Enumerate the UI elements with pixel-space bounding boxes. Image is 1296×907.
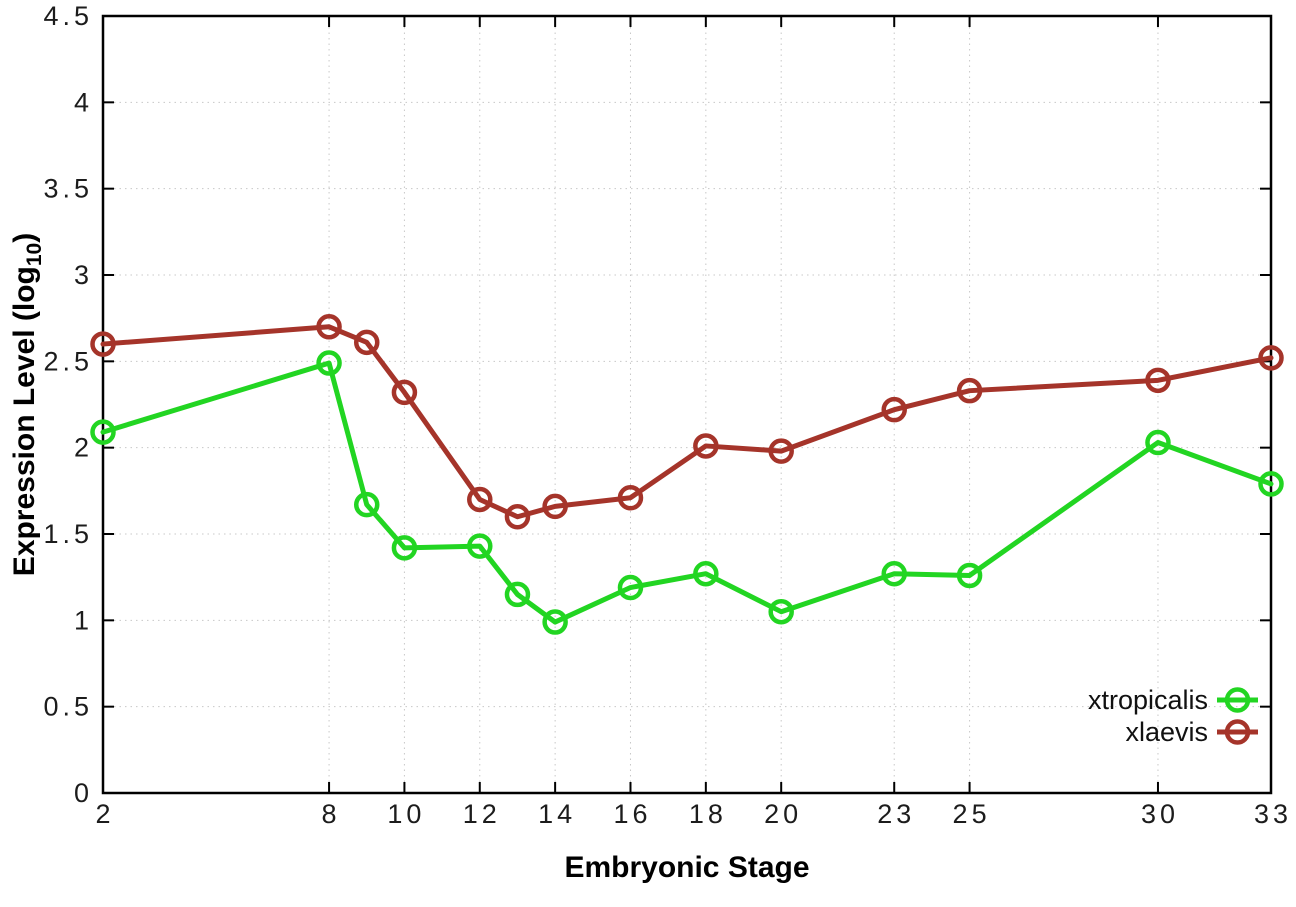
y-tick-label: 3 bbox=[74, 260, 93, 290]
x-tick-label: 2 bbox=[95, 799, 114, 829]
y-tick-label: 2 bbox=[74, 433, 93, 463]
data-point-xtropicalis bbox=[391, 535, 418, 561]
data-point-xlaevis bbox=[391, 379, 418, 406]
x-tick-label: 16 bbox=[613, 799, 651, 829]
data-point-xlaevis bbox=[1145, 367, 1171, 394]
legend-marker-xlaevis bbox=[1224, 719, 1251, 745]
plot-border bbox=[101, 14, 1273, 795]
y-tick-label: 3.5 bbox=[43, 174, 93, 204]
data-point-xlaevis bbox=[617, 484, 644, 511]
data-point-xlaevis bbox=[316, 314, 342, 340]
data-point-xlaevis bbox=[881, 396, 907, 423]
data-point-xtropicalis bbox=[956, 562, 983, 589]
data-point-xtropicalis bbox=[90, 419, 116, 445]
data-point-xtropicalis bbox=[881, 560, 907, 587]
x-tick-label: 25 bbox=[953, 799, 991, 829]
y-axis-title: Expression Level (log10) bbox=[8, 233, 46, 576]
x-tick-label: 23 bbox=[877, 799, 915, 829]
data-point-xlaevis bbox=[1258, 345, 1284, 371]
x-tick-label: 10 bbox=[387, 799, 425, 829]
legend-marker-xtropicalis bbox=[1224, 687, 1251, 713]
data-point-xtropicalis bbox=[617, 574, 644, 601]
y-tick-label: 1.5 bbox=[43, 519, 93, 549]
data-point-xtropicalis bbox=[1145, 429, 1171, 456]
y-tick-label: 4.5 bbox=[43, 1, 93, 31]
x-tick-label: 33 bbox=[1254, 799, 1292, 829]
data-point-xlaevis bbox=[467, 486, 493, 513]
y-tick-label: 4 bbox=[74, 87, 93, 117]
x-tick-label: 12 bbox=[463, 799, 501, 829]
y-tick-label: 0.5 bbox=[43, 692, 93, 722]
legend-label-xtropicalis: xtropicalis bbox=[1088, 685, 1208, 715]
series-line-xtropicalis bbox=[100, 360, 1274, 625]
data-point-xlaevis bbox=[693, 433, 719, 459]
data-point-xtropicalis bbox=[693, 560, 719, 587]
data-point-xtropicalis bbox=[542, 609, 568, 635]
y-tick-label: 0 bbox=[74, 778, 93, 808]
data-point-xtropicalis bbox=[316, 350, 342, 376]
data-point-xtropicalis bbox=[768, 598, 794, 625]
y-tick-label: 1 bbox=[74, 605, 93, 635]
x-tick-label: 8 bbox=[322, 799, 341, 829]
x-tick-label: 20 bbox=[764, 799, 802, 829]
data-point-xlaevis bbox=[504, 503, 531, 530]
x-tick-label: 18 bbox=[689, 799, 727, 829]
data-point-xlaevis bbox=[90, 331, 116, 357]
data-point-xtropicalis bbox=[504, 581, 531, 608]
y-tick-label: 2.5 bbox=[43, 346, 93, 376]
data-point-xlaevis bbox=[353, 329, 380, 356]
x-tick-label: 14 bbox=[538, 799, 576, 829]
data-point-xtropicalis bbox=[1258, 471, 1284, 497]
x-axis-title: Embryonic Stage bbox=[564, 851, 809, 884]
data-point-xtropicalis bbox=[467, 533, 493, 559]
x-tick-label: 30 bbox=[1141, 799, 1179, 829]
data-point-xlaevis bbox=[956, 377, 983, 404]
data-point-xlaevis bbox=[768, 438, 794, 464]
legend-label-xlaevis: xlaevis bbox=[1125, 717, 1208, 747]
data-point-xtropicalis bbox=[353, 491, 380, 518]
data-point-xlaevis bbox=[542, 493, 568, 520]
